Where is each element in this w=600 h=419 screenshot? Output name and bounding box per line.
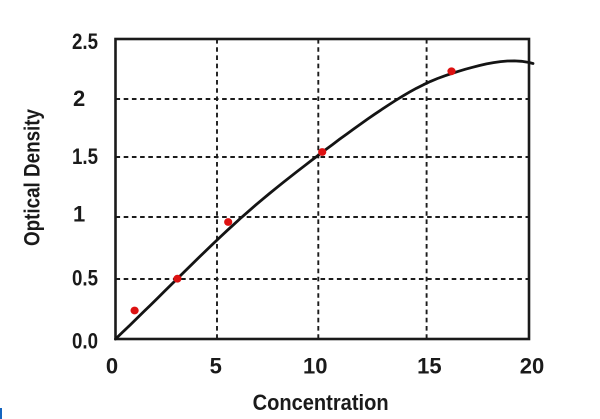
svg-text:15: 15 [417,354,441,379]
svg-text:1: 1 [73,202,85,227]
svg-text:Optical Density: Optical Density [20,108,45,246]
svg-text:0.5: 0.5 [72,266,98,291]
svg-text:Concentration: Concentration [253,390,389,415]
svg-text:20: 20 [520,354,544,379]
svg-text:5: 5 [210,354,222,379]
svg-text:10: 10 [303,354,327,379]
svg-text:2: 2 [73,86,85,111]
svg-text:1.5: 1.5 [72,144,98,169]
svg-text:2.5: 2.5 [72,29,98,54]
svg-text:0: 0 [106,354,118,379]
svg-text:0.0: 0.0 [72,329,98,354]
